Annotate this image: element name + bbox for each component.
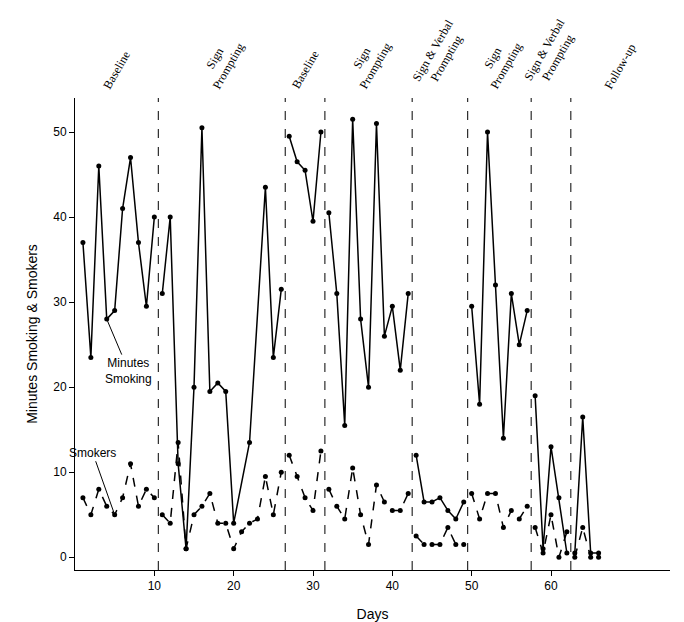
svg-text:40: 40 [386,579,400,593]
svg-text:SignPrompting: SignPrompting [343,33,394,92]
svg-text:10: 10 [53,465,67,479]
svg-text:Sign & VerbalPrompting: Sign & VerbalPrompting [521,16,581,91]
svg-text:50: 50 [465,579,479,593]
svg-text:Baseline: Baseline [100,49,133,92]
svg-text:MinutesSmoking: MinutesSmoking [105,356,152,386]
svg-text:30: 30 [306,579,320,593]
svg-text:SignPrompting: SignPrompting [474,32,525,91]
svg-text:0: 0 [60,550,67,564]
svg-text:Baseline: Baseline [289,48,322,91]
svg-text:50: 50 [53,125,67,139]
svg-text:Smokers: Smokers [69,446,116,460]
svg-text:40: 40 [53,210,67,224]
svg-text:60: 60 [544,579,558,593]
svg-text:20: 20 [227,579,241,593]
svg-text:10: 10 [148,579,162,593]
svg-text:Sign & VerbalPrompting: Sign & VerbalPrompting [410,17,470,92]
svg-text:Follow-up: Follow-up [602,41,639,91]
svg-text:20: 20 [53,380,67,394]
svg-text:30: 30 [53,295,67,309]
svg-text:Days: Days [357,606,389,622]
svg-text:SignPrompting: SignPrompting [196,33,247,92]
svg-text:Minutes Smoking & Smokers: Minutes Smoking & Smokers [24,244,40,424]
